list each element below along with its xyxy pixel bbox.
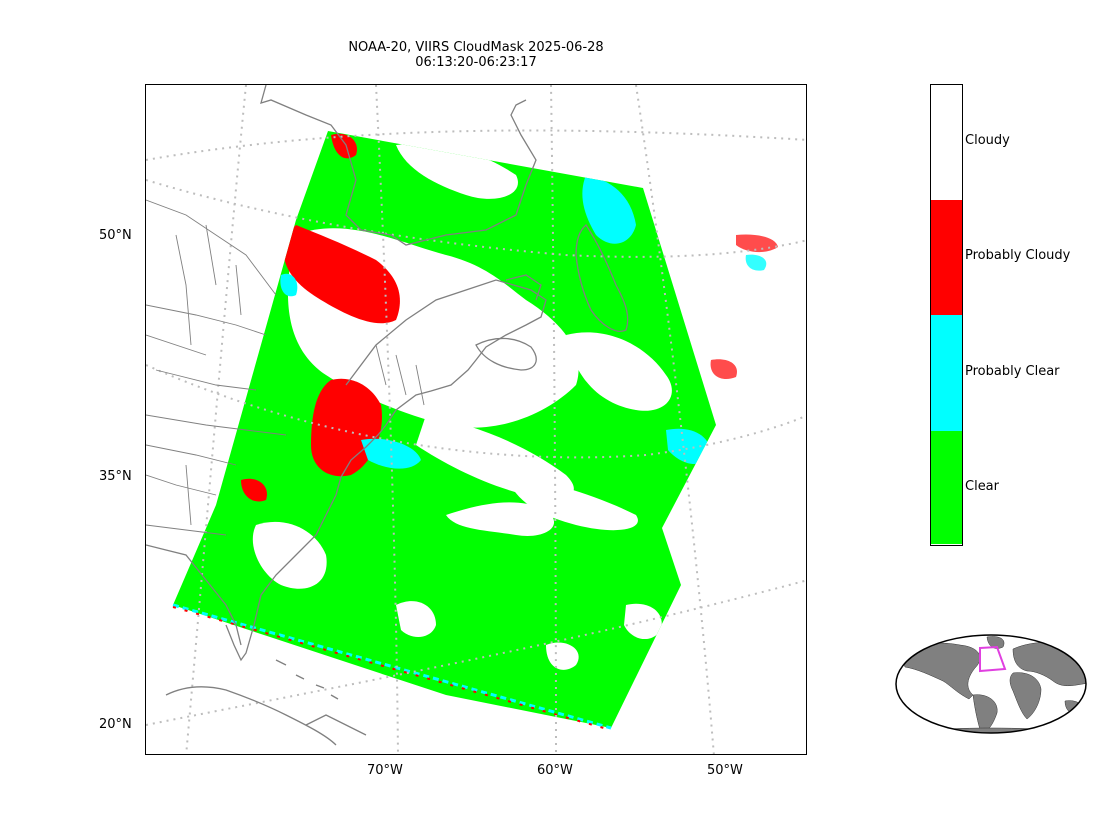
cloud-region xyxy=(566,332,672,411)
border-line xyxy=(146,199,425,536)
probably-cloudy-region xyxy=(710,359,737,380)
colorbar-segment-probably-cloudy xyxy=(931,200,962,315)
cloud-region xyxy=(446,502,555,536)
coastline xyxy=(575,224,629,332)
colorbar-label-probably-clear: Probably Clear xyxy=(965,364,1060,379)
lat-label-35n: 35°N xyxy=(99,469,132,484)
coastline xyxy=(505,274,542,301)
colorbar-segment-probably-clear xyxy=(931,315,962,431)
cloud-region xyxy=(624,603,662,640)
probably-cloudy-region xyxy=(283,225,400,324)
coastline xyxy=(275,659,339,700)
swath-edge-stripe xyxy=(172,603,612,730)
probably-clear-region xyxy=(361,438,421,469)
map-title: NOAA-20, VIIRS CloudMask 2025-06-28 06:1… xyxy=(145,40,807,70)
parallel-line xyxy=(146,364,806,459)
lon-label-70w: 70°W xyxy=(367,763,403,778)
probably-cloudy-region xyxy=(311,378,382,477)
colorbar-label-cloudy: Cloudy xyxy=(965,133,1010,148)
meridian-line xyxy=(185,85,247,754)
cloud-region xyxy=(546,642,579,670)
locator-highlight-box xyxy=(979,645,1007,673)
probably-cloudy-region xyxy=(736,234,778,253)
title-line-1: NOAA-20, VIIRS CloudMask 2025-06-28 xyxy=(348,40,604,55)
coastline xyxy=(260,85,537,246)
landmass-africa xyxy=(1009,672,1042,720)
lat-label-20n: 20°N xyxy=(99,717,132,732)
colorbar-label-probably-cloudy: Probably Cloudy xyxy=(965,248,1071,263)
coastline xyxy=(165,686,337,746)
coastline xyxy=(475,337,537,371)
cloud-region xyxy=(416,415,574,499)
colorbar-segment-cloudy xyxy=(931,85,962,200)
lon-label-50w: 50°W xyxy=(707,763,743,778)
map-canvas xyxy=(146,85,806,754)
probably-cloudy-region xyxy=(241,478,267,502)
meridian-line xyxy=(635,85,715,754)
probably-cloudy-region xyxy=(331,133,357,159)
colorbar-segment-clear xyxy=(931,431,962,544)
lat-label-50n: 50°N xyxy=(99,228,132,243)
landmass-antarctica xyxy=(914,727,1071,733)
swath-features xyxy=(241,133,711,670)
cloudmask-map xyxy=(145,84,807,755)
landmass-north-america xyxy=(899,642,981,700)
landmass-south-america xyxy=(972,694,998,733)
parallel-line xyxy=(146,179,806,258)
locator-globe-outline xyxy=(895,634,1087,734)
probably-clear-region xyxy=(582,175,636,244)
coastlines xyxy=(146,85,629,746)
meridian-line xyxy=(550,85,557,754)
cloud-region xyxy=(396,601,436,637)
probably-clear-region xyxy=(280,273,298,297)
cloud-region xyxy=(252,521,327,589)
colorbar-label-clear: Clear xyxy=(965,479,999,494)
coastline xyxy=(225,279,547,662)
locator-canvas xyxy=(895,634,1087,734)
title-line-2: 06:13:20-06:23:17 xyxy=(415,55,537,70)
probably-clear-region xyxy=(745,254,767,271)
coastline xyxy=(305,714,367,736)
parallel-line xyxy=(146,129,806,161)
probably-clear-region xyxy=(666,428,711,465)
coastline xyxy=(146,544,242,646)
lon-label-60w: 60°W xyxy=(537,763,573,778)
cloud-region xyxy=(396,144,518,199)
world-locator-map xyxy=(895,633,1089,735)
colorbar xyxy=(930,84,963,546)
cloud-region xyxy=(506,475,638,531)
landmass-greenland xyxy=(986,636,1005,649)
graticule xyxy=(146,85,806,754)
